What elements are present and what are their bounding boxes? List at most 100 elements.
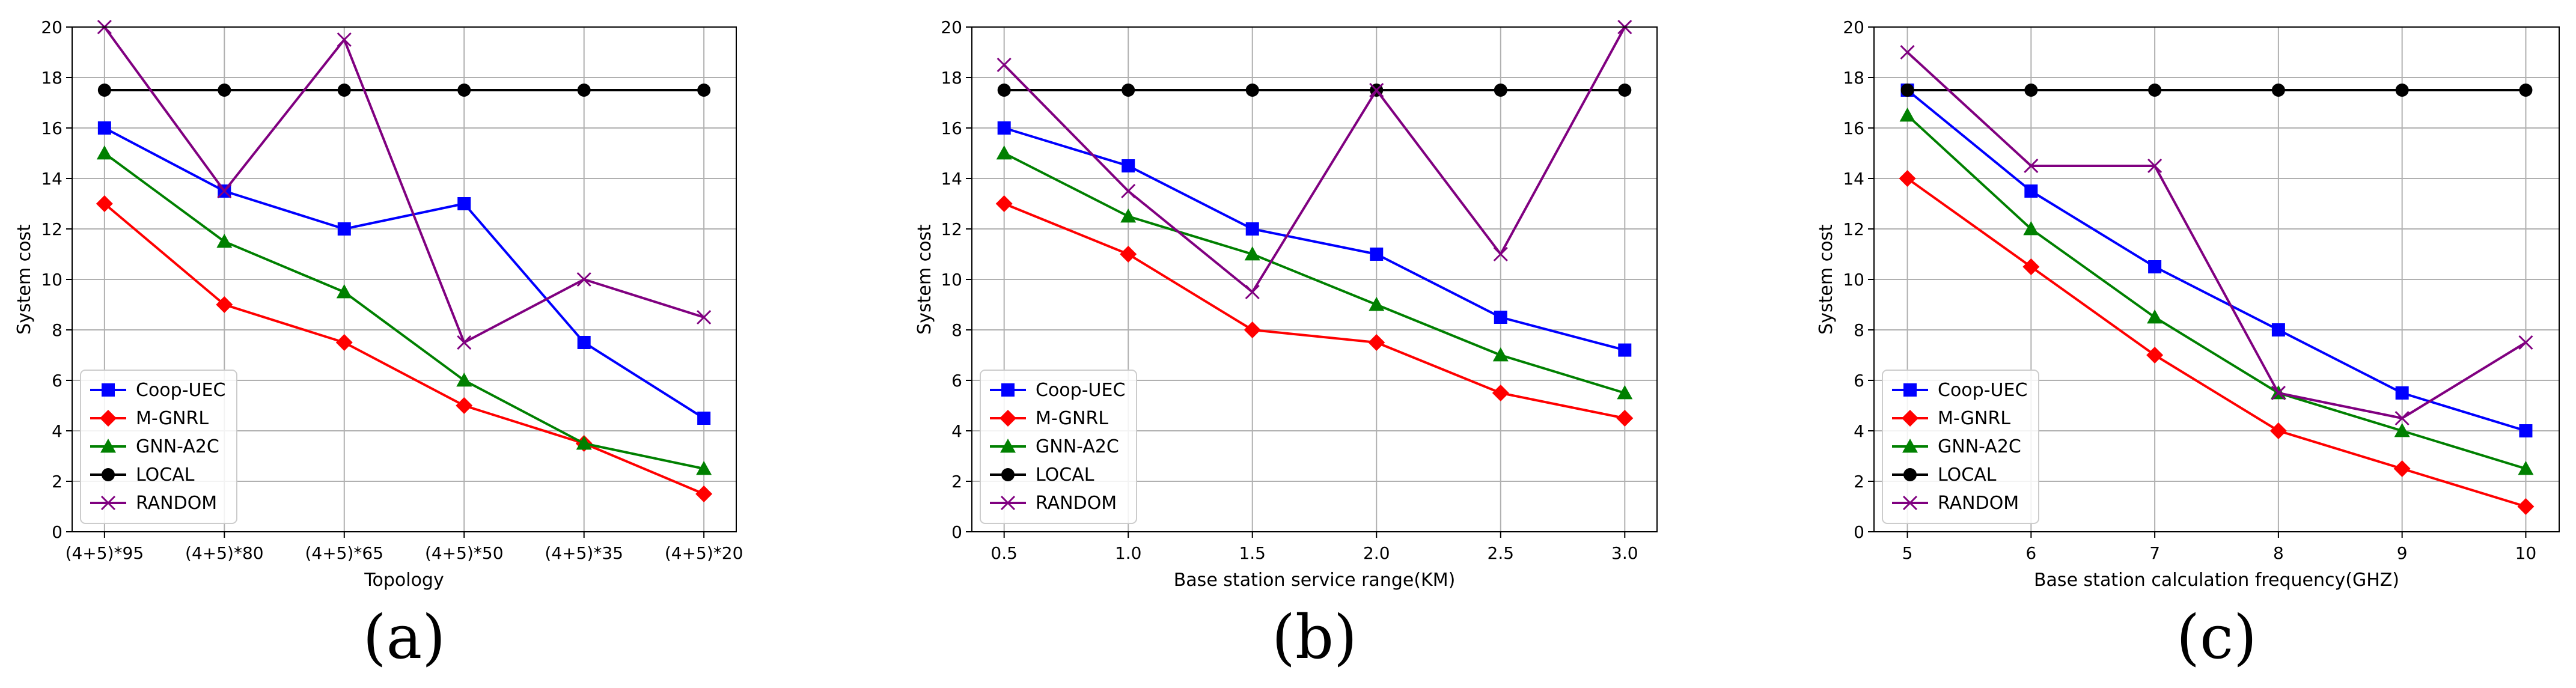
panel-b-point-random [1121, 183, 1136, 199]
panel-b-line-gnn-a2c [1003, 152, 1625, 394]
panel-a-y-tick-label: 20 [41, 17, 63, 37]
panel-c-point-local [2024, 84, 2038, 97]
panel-c-y-tick-label: 4 [1854, 421, 1864, 441]
panel-b-x-tick-label: 3.0 [1611, 543, 1638, 563]
panel-c-x-tick-label: 6 [2025, 543, 2036, 563]
panel-b-y-tick-label: 18 [941, 68, 962, 88]
panel-c-legend-label-random: RANDOM [1938, 493, 2019, 514]
panel-c-point-coop-uec [2024, 184, 2038, 198]
panel-a-point-gnn-a2c [696, 461, 712, 475]
panel-c-x-tick-label: 7 [2149, 543, 2160, 563]
panel-b-x-tick-label: 1.5 [1239, 543, 1266, 563]
panel-a-legend: Coop-UEC M-GNRL GNN-A2C LOCAL RANDOM [80, 370, 237, 524]
panel-b-y-tick-label: 6 [951, 371, 962, 391]
panel-c-y-tick-label: 12 [1843, 219, 1864, 239]
panel-a-legend-label-m-gnrl: M-GNRL [136, 408, 209, 429]
panel-a-x-tick-label: (4+5)*50 [425, 543, 504, 563]
panel-c-point-coop-uec [2395, 386, 2409, 400]
panel-a-x-tick-label: (4+5)*65 [305, 543, 383, 563]
panel-c-line-m-gnrl [1906, 177, 2527, 508]
panel-b-legend-label-random: RANDOM [1036, 493, 1117, 514]
panel-c-x-tick-label: 8 [2273, 543, 2284, 563]
panel-b-line-m-gnrl [1003, 202, 1625, 419]
panel-c-point-gnn-a2c [2394, 423, 2410, 437]
panel-a-point-local [697, 84, 711, 97]
panel-c-legend: Coop-UEC M-GNRL GNN-A2C LOCAL RANDOM [1882, 370, 2039, 524]
panel-c-y-tick-label: 10 [1843, 270, 1864, 290]
panel-a-point-m-gnrl [695, 486, 713, 502]
panel-b-ticks: 0.5 1.0 1.5 2.0 2.5 3.0 0 2 4 6 8 10 12 14 16 18 20 [941, 17, 1638, 563]
panel-c-point-random [2271, 385, 2286, 401]
panel-a-point-gnn-a2c [336, 284, 352, 299]
panel-c-legend-label-coop-uec: Coop-UEC [1938, 380, 2027, 401]
panel-b-legend-label-m-gnrl: M-GNRL [1036, 408, 1108, 429]
panel-a-legend-label-coop-uec: Coop-UEC [136, 380, 225, 401]
panel-b-point-m-gnrl [1368, 334, 1385, 351]
panel-b-legend-box [980, 370, 1137, 524]
panel-a-point-gnn-a2c [456, 373, 472, 387]
panel-a-y-axis-label: System cost [14, 224, 35, 335]
panel-b-x-tick-label: 0.5 [990, 543, 1018, 563]
panel-a-series [96, 19, 713, 502]
panel-a-caption: (a) [363, 602, 446, 672]
panel-b-y-axis-label: System cost [914, 224, 935, 335]
panel-c-point-gnn-a2c [1899, 108, 1915, 122]
panel-c-legend-marker-m-gnrl [1902, 410, 1918, 427]
panel-b-legend-marker-random [1000, 495, 1016, 511]
panel-a-y-tick-label: 6 [52, 371, 63, 391]
panel-a-y-tick-label: 0 [52, 522, 63, 542]
panel-a-x-tick-label: (4+5)*20 [665, 543, 743, 563]
panel-c-legend-box [1882, 370, 2039, 524]
panel-a-legend-marker-m-gnrl [100, 410, 117, 427]
panel-c-caption: (c) [2176, 602, 2257, 672]
panel-a-point-m-gnrl [216, 296, 233, 313]
panel-c-x-tick-label: 10 [2515, 543, 2537, 563]
panel-c-y-tick-label: 14 [1843, 169, 1864, 189]
panel-b-point-gnn-a2c [1369, 297, 1385, 311]
panel-b-point-local [1245, 84, 1259, 97]
panel-c-point-random [1900, 44, 1915, 60]
panel-c-point-random [2147, 158, 2162, 174]
panel-a-legend-label-local: LOCAL [136, 464, 195, 486]
panel-a-legend-marker-coop-uec [102, 383, 115, 397]
panel-a-point-local [457, 84, 471, 97]
panel-b-point-random [997, 57, 1012, 73]
panel-b-point-coop-uec [1370, 248, 1384, 261]
panel-a-point-random [337, 32, 352, 47]
panel-c-point-local [2519, 84, 2533, 97]
panel-a-point-random [457, 335, 472, 350]
panel-b-point-gnn-a2c [1120, 209, 1137, 223]
panel-a-point-m-gnrl [335, 334, 353, 351]
panel-a-line-random [103, 26, 704, 344]
panel-b-y-tick-label: 10 [941, 270, 962, 290]
panel-b-x-tick-label: 2.5 [1488, 543, 1515, 563]
panel-a-y-tick-label: 16 [41, 118, 63, 138]
panel-c-point-random [2518, 335, 2533, 350]
panel-a-point-coop-uec [457, 197, 471, 210]
panel-b-legend-label-coop-uec: Coop-UEC [1036, 380, 1125, 401]
panel-b-legend-label-gnn-a2c: GNN-A2C [1036, 436, 1119, 457]
panel-b-legend-label-local: LOCAL [1036, 464, 1094, 486]
panel-a-point-gnn-a2c [216, 234, 233, 248]
panel-b-point-coop-uec [1618, 343, 1632, 357]
panel-a-y-tick-label: 18 [41, 68, 63, 88]
panel-c-point-coop-uec [2271, 323, 2285, 336]
panel-c-point-local [2148, 84, 2162, 97]
panel-a-point-gnn-a2c [576, 436, 592, 450]
panel-a-x-tick-label: (4+5)*80 [185, 543, 264, 563]
panel-c: 5 6 7 8 9 10 0 2 4 6 8 10 12 14 16 18 20 Base station ca… [1816, 17, 2560, 672]
panel-c-point-coop-uec [2519, 424, 2533, 437]
panel-c-point-gnn-a2c [2147, 309, 2163, 324]
panel-c-y-tick-label: 8 [1854, 320, 1864, 340]
panel-a-y-tick-label: 8 [52, 320, 63, 340]
panel-a-line-coop-uec [103, 127, 705, 419]
panel-a-y-tick-label: 2 [52, 472, 63, 492]
panel-a-legend-marker-random [100, 495, 116, 511]
panel-a-point-random [576, 272, 591, 287]
panel-c-point-local [2395, 84, 2409, 97]
panel-c-y-tick-label: 16 [1843, 118, 1864, 138]
panel-b-point-random [1369, 82, 1384, 98]
panel-a-legend-marker-gnn-a2c [100, 439, 116, 453]
